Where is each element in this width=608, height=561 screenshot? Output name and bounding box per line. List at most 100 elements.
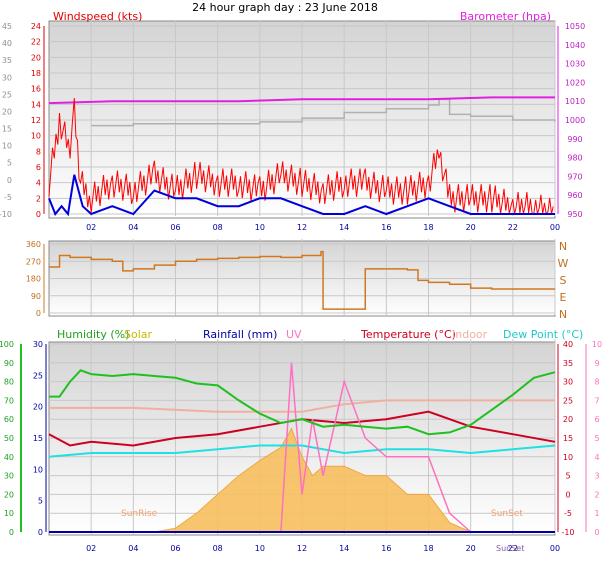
x-tick-label: 12 xyxy=(297,544,307,553)
x-tick-label: 00 xyxy=(550,223,560,232)
rain-tick-label: 5 xyxy=(38,497,43,506)
direction-tick-label: 360 xyxy=(26,240,41,249)
wind-tick-label: 2 xyxy=(36,194,41,203)
humidity-tick-label: 0 xyxy=(9,528,14,537)
compass-label: N xyxy=(559,240,567,253)
uv-tick-label: 4 xyxy=(594,453,599,462)
uv-tick-label: 5 xyxy=(594,434,599,443)
baro-tick-label: 1050 xyxy=(565,22,585,31)
compass-label: S xyxy=(560,274,567,287)
humidity-tick-label: 40 xyxy=(4,453,14,462)
humidity-tick-label: 10 xyxy=(4,509,14,518)
wind-tick-label: 12 xyxy=(31,116,41,125)
x-tick-label: 18 xyxy=(423,223,433,232)
indoor-temperature-line xyxy=(49,399,555,413)
wind-tick-label: 22 xyxy=(31,38,41,47)
x-tick-label: 22 xyxy=(508,223,518,232)
x-tick-label: 20 xyxy=(466,544,476,553)
sunset-label: SunSet xyxy=(491,509,523,519)
uv-tick-label: 8 xyxy=(594,378,599,387)
wind-tick-label: 18 xyxy=(31,69,41,78)
far-left-tick-label: 5 xyxy=(7,159,12,168)
far-left-tick-label: 40 xyxy=(2,39,12,48)
far-left-tick-label: 35 xyxy=(2,56,12,65)
far-left-tick-label: 20 xyxy=(2,107,12,116)
windspeed-axis-title: Windspeed (kts) xyxy=(53,10,142,23)
x-tick-label: 02 xyxy=(86,544,96,553)
temperature-tick-label: -5 xyxy=(564,509,572,518)
temperature-tick-label: -10 xyxy=(561,528,574,537)
x-tick-label: 02 xyxy=(86,223,96,232)
direction-tick-label: 180 xyxy=(26,275,41,284)
sunset-label-axis: SunSet xyxy=(496,544,524,553)
humidity-line xyxy=(49,369,556,436)
sunrise-label: SunRise xyxy=(121,509,158,519)
gust-line xyxy=(48,98,554,216)
compass-label: N xyxy=(559,308,567,321)
temperature-tick-label: 10 xyxy=(563,453,573,462)
far-left-tick-label: 0 xyxy=(7,176,12,185)
uv-tick-label: 3 xyxy=(594,472,599,481)
faint-trace-line xyxy=(91,98,556,127)
humidity-tick-label: 70 xyxy=(4,396,14,405)
far-left-tick-label: 10 xyxy=(2,142,12,151)
average-wind-line xyxy=(48,174,555,217)
humidity-tick-label: 100 xyxy=(0,340,14,349)
direction-tick-label: 0 xyxy=(36,309,41,318)
x-tick-label: 06 xyxy=(170,544,180,553)
humidity-tick-label: 90 xyxy=(4,359,14,368)
solar-area xyxy=(154,427,471,533)
baro-tick-label: 950 xyxy=(567,210,582,219)
rain-tick-label: 15 xyxy=(33,434,43,443)
temperature-tick-label: 35 xyxy=(563,359,573,368)
x-tick-label: 10 xyxy=(255,223,265,232)
legend-uv: UV xyxy=(286,328,302,341)
humidity-tick-label: 80 xyxy=(4,378,14,387)
barometer-line xyxy=(48,96,555,105)
wind-tick-label: 6 xyxy=(36,163,41,172)
uv-tick-label: 10 xyxy=(592,340,602,349)
uv-tick-label: 7 xyxy=(594,396,599,405)
temperature-tick-label: 30 xyxy=(563,378,573,387)
baro-tick-label: 980 xyxy=(567,154,582,163)
wind-tick-label: 16 xyxy=(31,85,41,94)
temperature-tick-label: 20 xyxy=(563,415,573,424)
wind-tick-label: 24 xyxy=(31,22,41,31)
temperature-tick-label: 5 xyxy=(565,472,570,481)
baro-tick-label: 1020 xyxy=(565,78,585,87)
temperature-tick-label: 40 xyxy=(563,340,573,349)
chart-title: 24 hour graph day : 23 June 2018 xyxy=(192,1,378,14)
legend-rainfall: Rainfall (mm) xyxy=(203,328,277,341)
direction-tick-label: 90 xyxy=(31,292,41,301)
legend-humidity: Humidity (%) xyxy=(57,328,129,341)
x-tick-label: 12 xyxy=(297,223,307,232)
baro-tick-label: 1010 xyxy=(565,97,585,106)
humidity-tick-label: 50 xyxy=(4,434,14,443)
wind-tick-label: 8 xyxy=(36,147,41,156)
rain-tick-label: 0 xyxy=(38,528,43,537)
x-tick-label: 14 xyxy=(339,544,349,553)
x-tick-label: 16 xyxy=(381,544,391,553)
temperature-tick-label: 0 xyxy=(565,490,570,499)
far-left-tick-label: 45 xyxy=(2,22,12,31)
barometer-axis-title: Barometer (hpa) xyxy=(460,10,551,23)
far-left-tick-label: 25 xyxy=(2,90,12,99)
climate-legend: Humidity (%) Solar Rainfall (mm) UV Temp… xyxy=(57,328,583,341)
x-tick-label: 08 xyxy=(213,223,223,232)
uv-tick-label: 6 xyxy=(594,415,599,424)
baro-tick-label: 990 xyxy=(567,135,582,144)
x-tick-label: 22 xyxy=(508,544,518,553)
x-tick-label: 10 xyxy=(255,544,265,553)
x-tick-label: 08 xyxy=(213,544,223,553)
humidity-tick-label: 60 xyxy=(4,415,14,424)
wind-tick-label: 0 xyxy=(36,210,41,219)
rain-tick-label: 30 xyxy=(33,340,43,349)
legend-dewpoint: Dew Point (°C) xyxy=(503,328,583,341)
humidity-tick-label: 20 xyxy=(4,490,14,499)
far-left-tick-label: -10 xyxy=(0,210,12,219)
wind-tick-label: 4 xyxy=(36,179,41,188)
x-tick-label: 00 xyxy=(550,544,560,553)
x-tick-label: 16 xyxy=(381,223,391,232)
wind-tick-label: 20 xyxy=(31,53,41,62)
baro-tick-label: 1000 xyxy=(565,116,585,125)
